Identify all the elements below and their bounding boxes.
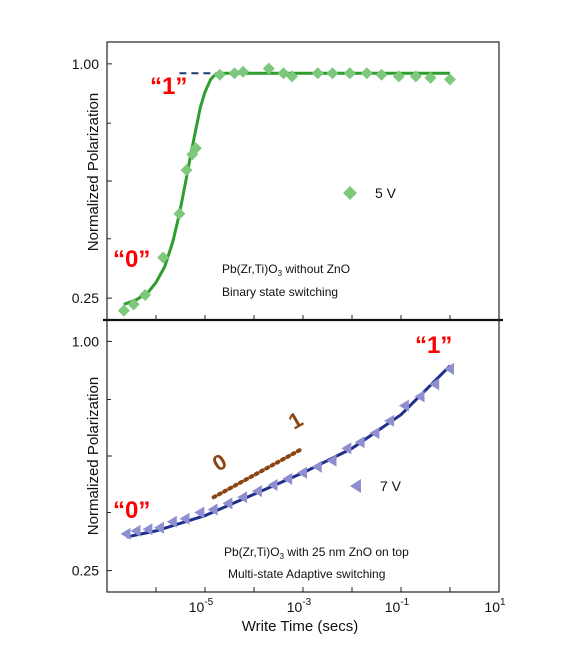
data-point: [153, 521, 164, 534]
top-mode-label: Binary state switching: [222, 285, 338, 299]
top-y-axis-label: Normalized Polarization: [85, 93, 102, 251]
data-point: [341, 442, 352, 455]
top-condition-rest: without ZnO: [282, 262, 350, 276]
top-condition-subscript: 3: [278, 269, 283, 278]
y-tick-label: 1.00: [72, 56, 99, 72]
data-point: [157, 251, 170, 264]
data-point: [375, 68, 388, 81]
top-plot: 1.00 0.25: [72, 56, 500, 320]
top-condition-main: Pb(Zr,Ti)O: [222, 262, 278, 276]
data-point: [222, 497, 233, 510]
data-point: [130, 524, 141, 537]
y-tick-label: 0.25: [72, 290, 99, 306]
data-point: [237, 65, 250, 78]
data-point: [354, 436, 365, 449]
legend-marker: [350, 479, 361, 493]
bottom-mode-label: Multi-state Adaptive switching: [228, 567, 385, 581]
bottom-condition-label: Pb(Zr,Ti)O3 with 25 nm ZnO on top: [224, 545, 409, 561]
data-point: [117, 304, 130, 317]
data-point: [326, 454, 337, 467]
bottom-y-axis-label: Normalized Polarization: [85, 377, 102, 535]
x-tick-label: 10-3: [287, 597, 312, 615]
data-point: [142, 523, 153, 536]
x-tick-label: 101: [484, 597, 506, 615]
bottom-legend-label: 7 V: [380, 478, 402, 494]
data-point: [429, 378, 440, 391]
data-point: [286, 70, 299, 83]
x-axis-label: Write Time (secs): [242, 618, 358, 635]
fit-curve: [126, 364, 452, 539]
data-point: [139, 289, 152, 301]
top-legend-label: 5 V: [375, 185, 397, 201]
data-point: [444, 73, 456, 86]
data-point: [166, 515, 177, 528]
y-tick-label: 0.25: [72, 563, 99, 579]
x-tick-label: 10-1: [385, 597, 410, 615]
bottom-plot: 1.00 0.25 10-5 10-3 10-1 101: [72, 333, 506, 615]
data-point: [360, 67, 373, 80]
data-point: [326, 67, 339, 80]
bottom-range-start-label: 0: [208, 449, 231, 477]
data-point: [384, 414, 395, 427]
data-point: [267, 479, 278, 491]
data-point: [173, 207, 186, 220]
bottom-range-end-label: 1: [284, 407, 307, 435]
data-point: [311, 67, 324, 80]
data-point: [189, 142, 202, 155]
top-condition-label: Pb(Zr,Ti)O3 without ZnO: [222, 262, 350, 278]
top-state-zero-label: “0”: [113, 246, 150, 273]
bottom-state-one-label: “1”: [415, 332, 452, 359]
bottom-state-zero-label: “0”: [113, 497, 150, 524]
data-point: [213, 68, 226, 81]
data-point: [297, 466, 307, 479]
x-tick-label: 10-5: [189, 597, 214, 615]
data-point: [444, 362, 454, 375]
data-point: [414, 390, 425, 403]
data-point: [120, 527, 131, 540]
transition-dotted-line: [211, 446, 305, 500]
data-point: [343, 67, 356, 80]
data-point: [398, 399, 409, 412]
data-point: [311, 460, 322, 473]
data-point: [179, 512, 190, 525]
data-point: [251, 485, 262, 498]
bottom-condition-main: Pb(Zr,Ti)O: [224, 545, 280, 559]
data-point: [369, 427, 380, 440]
top-state-one-label: “1”: [150, 73, 187, 100]
data-point: [424, 71, 437, 84]
legend-marker: [343, 186, 357, 200]
data-point: [262, 62, 275, 75]
bottom-condition-rest: with 25 nm ZnO on top: [284, 545, 409, 559]
data-point: [228, 67, 241, 80]
data-point: [237, 491, 248, 504]
data-point: [180, 164, 193, 177]
data-point: [207, 503, 218, 516]
data-point: [409, 70, 422, 83]
data-point: [392, 70, 405, 83]
data-point: [194, 506, 205, 519]
bottom-condition-subscript: 3: [280, 552, 285, 561]
data-point: [282, 472, 293, 485]
data-point: [127, 298, 140, 311]
y-tick-label: 1.00: [72, 333, 99, 349]
